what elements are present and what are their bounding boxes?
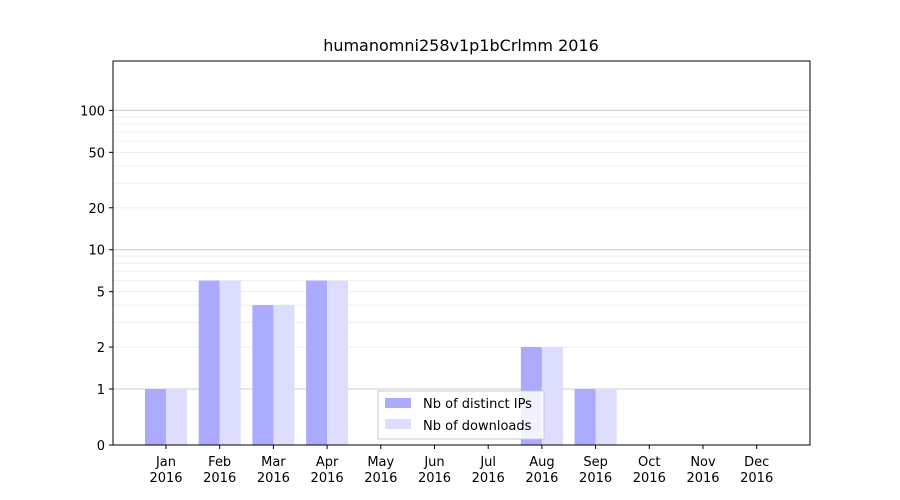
bar-distinct-ips <box>306 280 328 445</box>
chart-title: humanomni258v1p1bCrlmm 2016 <box>323 36 599 55</box>
y-tick-label: 100 <box>80 104 105 119</box>
legend-label-ips: Nb of distinct IPs <box>423 397 532 412</box>
y-tick-label: 50 <box>88 146 105 161</box>
bar-downloads <box>273 305 295 445</box>
x-tick-label: Nov 2016 <box>686 455 719 486</box>
y-tick-label: 10 <box>88 244 105 259</box>
bar-downloads <box>219 280 241 445</box>
bar-distinct-ips <box>145 389 166 445</box>
x-tick-label: Jun 2016 <box>418 455 451 486</box>
y-axis: 0 1 2 5 10 20 50 100 <box>80 104 113 454</box>
x-tick-label: Jan 2016 <box>149 455 182 486</box>
bar-downloads <box>166 389 187 445</box>
x-tick-label: May 2016 <box>364 455 397 486</box>
x-tick-label: Apr 2016 <box>311 455 344 486</box>
bar-downloads <box>595 389 617 445</box>
y-tick-label: 1 <box>97 383 105 398</box>
bar-downloads <box>327 280 349 445</box>
x-tick-label: Feb 2016 <box>203 455 236 486</box>
y-tick-label: 0 <box>97 439 105 454</box>
legend-swatch-downloads <box>385 419 411 429</box>
bar-distinct-ips <box>198 280 220 445</box>
y-tick-label: 5 <box>97 286 105 301</box>
legend-label-downloads: Nb of downloads <box>423 419 532 434</box>
x-tick-label: Sep 2016 <box>579 455 612 486</box>
y-tick-label: 2 <box>97 341 105 356</box>
legend-swatch-ips <box>385 398 411 408</box>
x-tick-label: Jul 2016 <box>472 455 505 486</box>
bar-downloads <box>541 347 563 445</box>
bar-distinct-ips <box>574 389 596 445</box>
legend: Nb of distinct IPs Nb of downloads <box>377 390 545 440</box>
y-tick-label: 20 <box>88 202 105 217</box>
bar-distinct-ips <box>252 305 274 445</box>
plot-frame <box>112 60 811 446</box>
bars <box>145 280 617 445</box>
x-tick-label: Mar 2016 <box>257 455 290 486</box>
x-axis: Jan 2016 Feb 2016 Mar 2016 Apr 2016 May 2016 Jun 20… <box>149 445 773 486</box>
x-tick-label: Oct 2016 <box>633 455 666 486</box>
x-tick-label: Aug 2016 <box>525 455 558 486</box>
x-tick-label: Dec 2016 <box>740 455 773 486</box>
